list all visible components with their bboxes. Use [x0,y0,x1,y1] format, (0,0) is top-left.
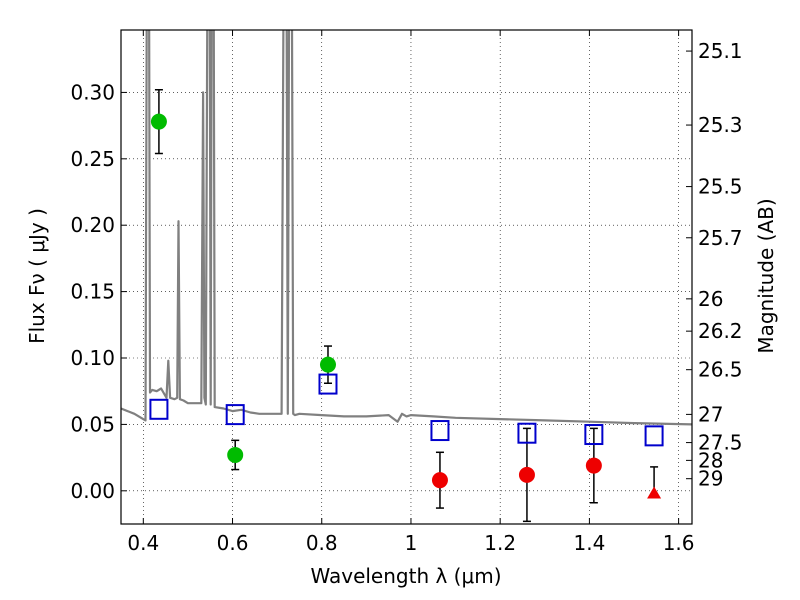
model-spectrum-line [121,30,692,426]
y-tick-label: 0.10 [70,346,115,370]
model-photometry-point [644,425,664,447]
mag-tick-label: 25.5 [698,175,743,199]
mag-tick-label: 28 [698,448,723,472]
mag-tick-label: 26 [698,287,723,311]
x-tick-label: 1.2 [484,531,516,555]
x-tick-label: 1.6 [663,531,695,555]
mag-tick-label: 26.5 [698,358,743,382]
y-tick-label: 0.30 [70,80,115,104]
mag-tick-label: 25.7 [698,226,743,250]
x-tick-label: 0.6 [217,531,249,555]
x-tick-label: 1 [405,531,418,555]
y-tick-label: 0.25 [70,147,115,171]
data-point [585,457,602,474]
mag-tick-label: 27.5 [698,431,743,455]
axis-ticks [121,30,692,524]
mag-tick-label: 27 [698,402,723,426]
model-photometry-point [517,422,537,444]
upper-limit-point [647,486,662,499]
model-photometry-point [430,420,450,442]
data-point [227,446,244,463]
mag-tick-label: 29 [698,467,723,491]
y-tick-label: 0.20 [70,213,115,237]
y-tick-label: 0.00 [70,479,115,503]
y-tick-label: 0.05 [70,412,115,436]
data-point [518,466,535,483]
axes-frame [120,29,693,525]
x-tick-label: 0.4 [127,531,159,555]
x-tick-label: 0.8 [306,531,338,555]
plot-area [121,30,692,523]
model-photometry-point [584,424,604,446]
data-point [150,113,167,130]
mag-tick-label: 25.3 [698,113,743,137]
data-point [319,356,336,373]
data-point [431,472,448,489]
y-tick-label: 0.15 [70,280,115,304]
y-axis-right-label: Magnitude (AB) [754,198,778,353]
model-photometry-point [318,373,338,395]
x-axis-label: Wavelength λ (μm) [310,564,501,588]
mag-tick-label: 25.1 [698,39,743,63]
y-axis-left-label: Flux Fν ( μJy ) [25,208,49,344]
model-photometry-point [149,398,169,420]
mag-tick-label: 26.2 [698,319,743,343]
model-photometry-point [225,404,245,426]
x-tick-label: 1.4 [573,531,605,555]
tick-labels: 0.4 0.6 0.8 1 1.2 1.4 1.6 0.00 0.05 0.10 0.15 0.20 0… [70,39,742,555]
